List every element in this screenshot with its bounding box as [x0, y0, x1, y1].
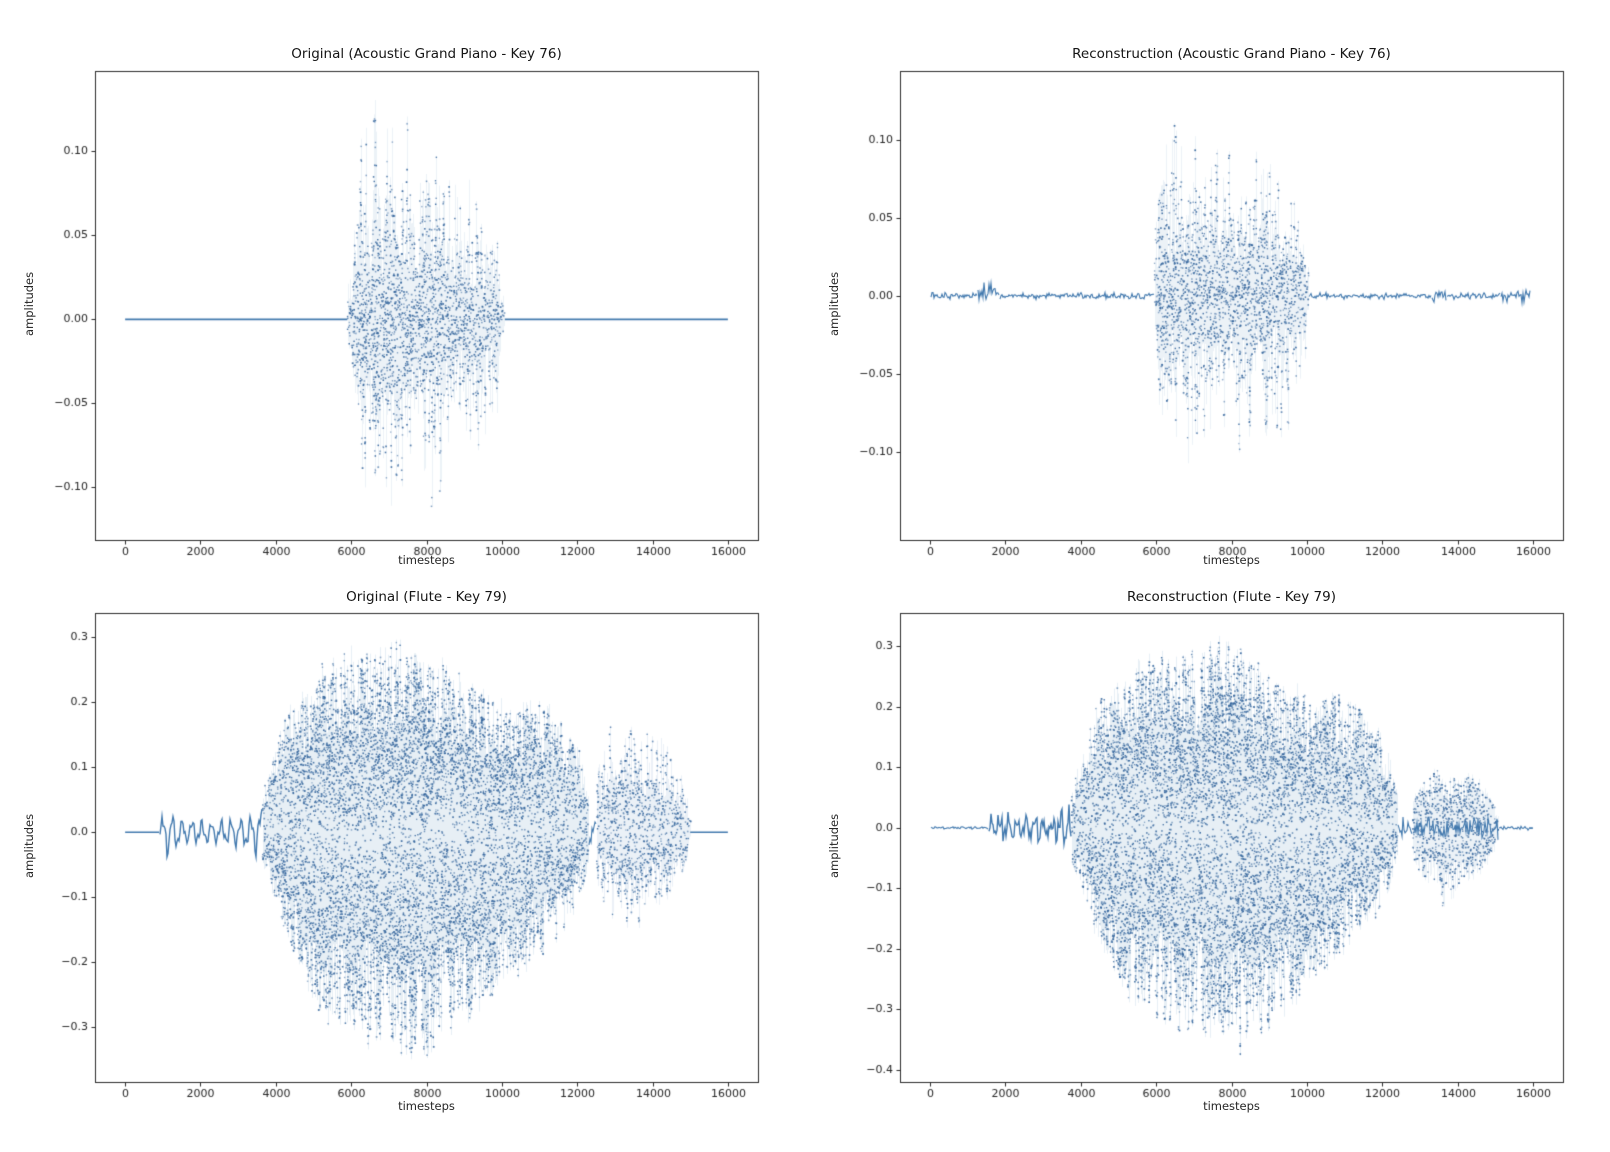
plot-title-original-piano: Original (Acoustic Grand Piano - Key 76): [291, 46, 562, 62]
x-axis-label-reconstruction-flute: timesteps: [1203, 1099, 1260, 1113]
plot-title-reconstruction-flute: Reconstruction (Flute - Key 79): [1127, 589, 1336, 605]
plot-title-original-flute: Original (Flute - Key 79): [346, 589, 507, 605]
reconstruction-flute-waveform-canvas: [805, 576, 1610, 1152]
y-axis-label-reconstruction-flute: amplitudes: [827, 813, 841, 878]
subplot-original-piano: Original (Acoustic Grand Piano - Key 76)…: [0, 0, 805, 576]
subplot-reconstruction-flute: Reconstruction (Flute - Key 79) amplitud…: [805, 576, 1610, 1152]
reconstruction-piano-waveform-canvas: [805, 0, 1610, 576]
x-axis-label-original-piano: timesteps: [398, 553, 455, 567]
y-axis-label-original-flute: amplitudes: [22, 813, 36, 878]
original-piano-waveform-canvas: [0, 0, 805, 576]
subplot-reconstruction-piano: Reconstruction (Acoustic Grand Piano - K…: [805, 0, 1610, 576]
y-axis-label-original-piano: amplitudes: [22, 271, 36, 336]
x-axis-label-reconstruction-piano: timesteps: [1203, 553, 1260, 567]
plot-title-reconstruction-piano: Reconstruction (Acoustic Grand Piano - K…: [1072, 46, 1391, 62]
x-axis-label-original-flute: timesteps: [398, 1099, 455, 1113]
y-axis-label-reconstruction-piano: amplitudes: [827, 271, 841, 336]
subplot-original-flute: Original (Flute - Key 79) amplitudes tim…: [0, 576, 805, 1152]
original-flute-waveform-canvas: [0, 576, 805, 1152]
